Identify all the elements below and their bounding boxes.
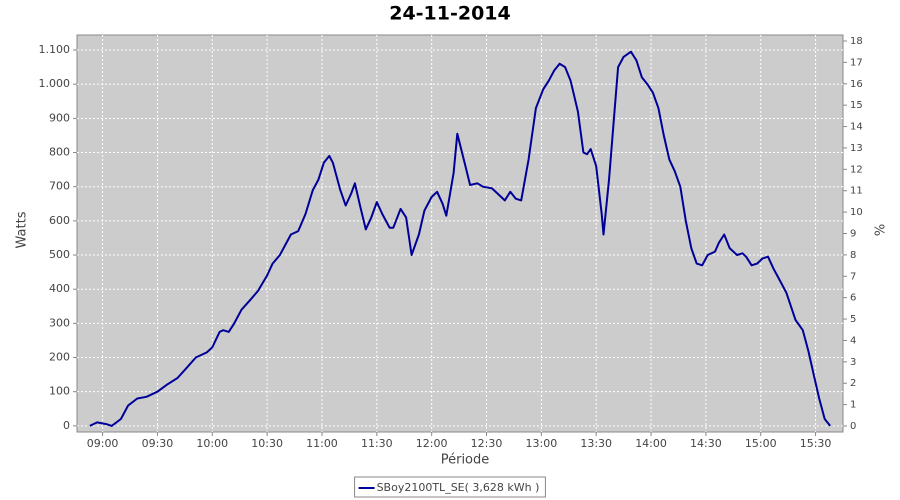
y2-tick-label: 10 xyxy=(850,207,863,218)
y2-tick-label: 2 xyxy=(850,378,856,389)
x-tick-label: 12:00 xyxy=(416,437,448,450)
legend-box xyxy=(354,476,546,498)
y2-tick-label: 9 xyxy=(850,229,856,240)
y2-tick-label: 17 xyxy=(850,57,863,68)
y-tick-label: 100 xyxy=(49,385,70,398)
x-tick-label: 13:30 xyxy=(580,437,612,450)
x-tick-label: 15:30 xyxy=(800,437,832,450)
x-tick-label: 14:00 xyxy=(635,437,667,450)
x-tick-label: 09:00 xyxy=(87,437,119,450)
x-tick-label: 14:30 xyxy=(690,437,722,450)
x-tick-label: 11:30 xyxy=(361,437,393,450)
y2-tick-label: 12 xyxy=(850,164,863,175)
y2-tick-label: 4 xyxy=(850,335,856,346)
x-axis-label: Période xyxy=(441,453,490,468)
y2-tick-label: 8 xyxy=(850,250,856,261)
x-tick-label: 10:30 xyxy=(251,437,283,450)
plot-area xyxy=(76,34,844,433)
y2-tick-label: 7 xyxy=(850,271,856,282)
x-tick-label: 13:00 xyxy=(526,437,558,450)
y-tick-label: 600 xyxy=(49,214,70,227)
y2-tick-label: 3 xyxy=(850,357,856,368)
y2-tick-label: 6 xyxy=(850,293,856,304)
y2-tick-label: 0 xyxy=(850,421,856,432)
y-tick-label: 0 xyxy=(63,419,70,432)
y-tick-label: 1.100 xyxy=(39,43,71,56)
y2-tick-label: 15 xyxy=(850,100,863,111)
y2-tick-label: 13 xyxy=(850,143,863,154)
y-tick-label: 700 xyxy=(49,180,70,193)
x-tick-label: 12:30 xyxy=(471,437,503,450)
legend: SBoy2100TL_SE( 3,628 kWh ) xyxy=(354,476,546,498)
data-line xyxy=(89,50,831,427)
y-axis-label: Watts xyxy=(15,211,30,248)
y2-tick-label: 1 xyxy=(850,400,856,411)
y2-tick-label: 5 xyxy=(850,314,856,325)
y2-tick-label: 16 xyxy=(850,79,863,90)
x-tick-label: 09:30 xyxy=(142,437,174,450)
y-tick-label: 500 xyxy=(49,248,70,261)
y-tick-label: 900 xyxy=(49,111,70,124)
x-tick-label: 10:00 xyxy=(196,437,228,450)
y-tick-label: 200 xyxy=(49,351,70,364)
legend-label: SBoy2100TL_SE( 3,628 kWh ) xyxy=(377,481,540,494)
y2-tick-label: 14 xyxy=(850,122,863,133)
y-tick-label: 400 xyxy=(49,282,70,295)
x-tick-label: 11:00 xyxy=(306,437,338,450)
x-tick-label: 15:00 xyxy=(745,437,777,450)
chart-title: 24-11-2014 xyxy=(389,3,511,25)
y2-tick-label: 11 xyxy=(850,186,863,197)
y2-axis-label: % xyxy=(874,224,889,236)
y2-tick-label: 18 xyxy=(850,36,863,47)
y-tick-label: 300 xyxy=(49,316,70,329)
y-tick-label: 1.000 xyxy=(39,77,71,90)
y-tick-label: 800 xyxy=(49,146,70,159)
